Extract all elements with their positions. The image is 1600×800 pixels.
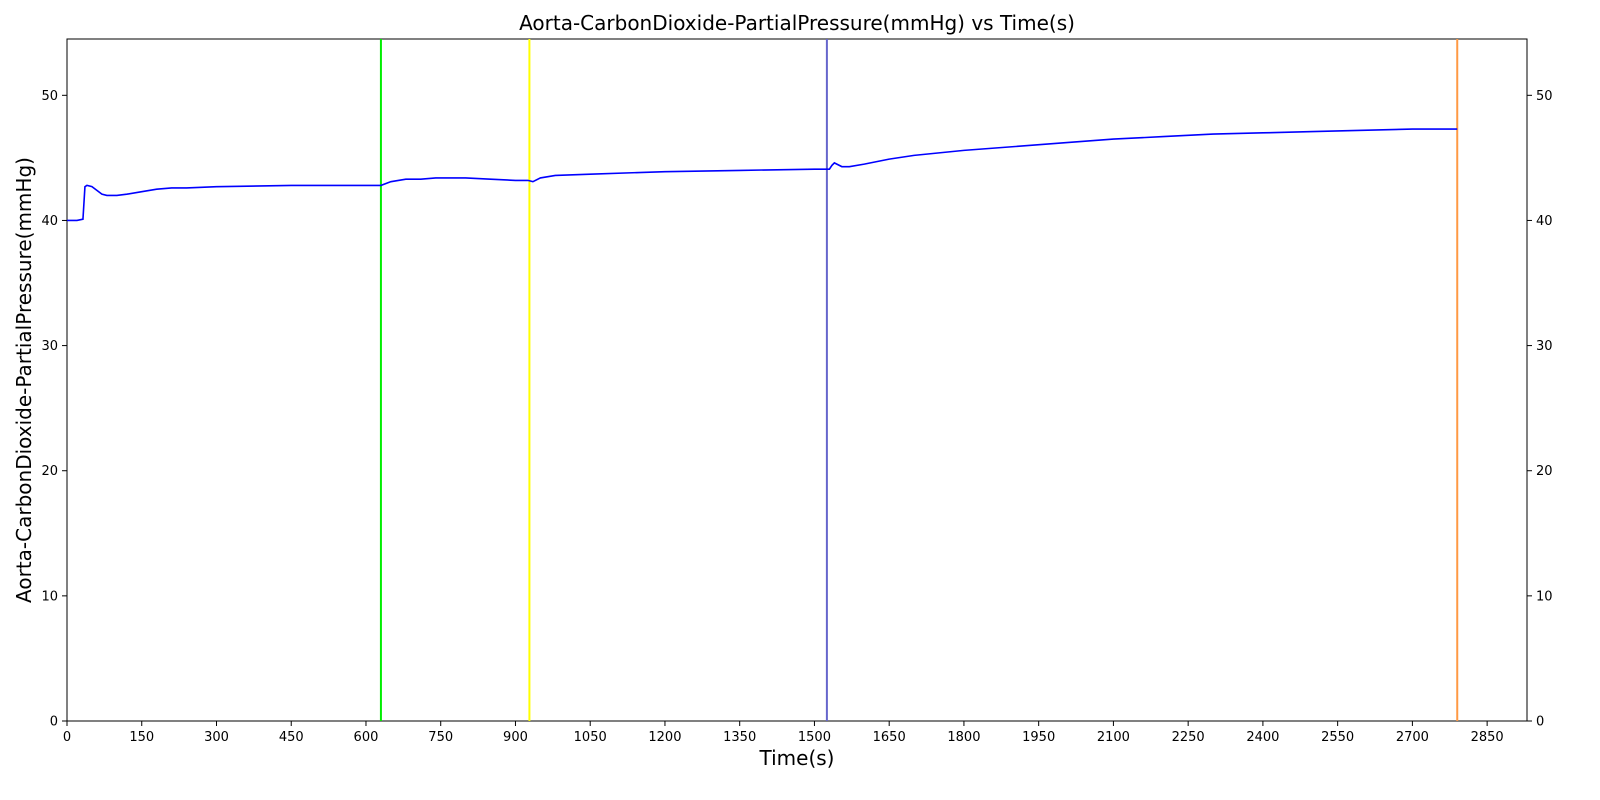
y-left-tick-label-1: 10 [41,589,58,604]
x-tick-label-13: 1950 [1022,730,1055,745]
x-tick-label-4: 600 [354,730,379,745]
x-tick-label-16: 2400 [1246,730,1279,745]
x-tick-label-8: 1200 [648,730,681,745]
x-tick-label-7: 1050 [574,730,607,745]
x-tick-label-3: 450 [279,730,304,745]
y-right-tick-label-1: 10 [1536,589,1553,604]
chart-title: Aorta-CarbonDioxide-PartialPressure(mmHg… [519,11,1075,35]
y-right-tick-label-5: 50 [1536,89,1553,104]
plot-area [66,38,1528,722]
y-right-tick-label-2: 20 [1536,464,1553,479]
y-left-tick-label-4: 40 [41,214,58,229]
y-left-tick-label-5: 50 [41,89,58,104]
y-axis-left-ticks: 0 10 20 30 40 50 [41,89,67,730]
y-right-tick-label-3: 30 [1536,339,1553,354]
y-right-tick-label-4: 40 [1536,214,1553,229]
y-axis-label: Aorta-CarbonDioxide-PartialPressure(mmHg… [12,157,36,603]
y-left-tick-label-3: 30 [41,339,58,354]
x-tick-label-2: 300 [204,730,229,745]
x-tick-label-18: 2700 [1396,730,1429,745]
x-axis-ticks: 0 150 300 450 600 750 900 1050 1200 1350 1500 1650 1… [63,721,1504,745]
series-line [67,128,1458,222]
vertical-marker-lines [379,39,1459,721]
x-tick-label-10: 1500 [798,730,831,745]
x-tick-label-6: 900 [503,730,528,745]
x-tick-label-12: 1800 [947,730,980,745]
y-left-tick-label-0: 0 [50,715,58,730]
y-right-tick-label-0: 0 [1536,715,1544,730]
x-tick-label-11: 1650 [873,730,906,745]
y-axis-right-ticks: 0 10 20 30 40 50 [1527,89,1553,730]
x-tick-label-14: 2100 [1097,730,1130,745]
x-axis-label: Time(s) [759,746,835,770]
x-tick-label-19: 2850 [1471,730,1504,745]
x-tick-label-17: 2550 [1321,730,1354,745]
x-tick-label-15: 2250 [1172,730,1205,745]
x-tick-label-5: 750 [428,730,453,745]
x-tick-label-1: 150 [129,730,154,745]
x-tick-label-9: 1350 [723,730,756,745]
x-tick-label-0: 0 [63,730,71,745]
plot-frame [66,38,1528,722]
y-left-tick-label-2: 20 [41,464,58,479]
